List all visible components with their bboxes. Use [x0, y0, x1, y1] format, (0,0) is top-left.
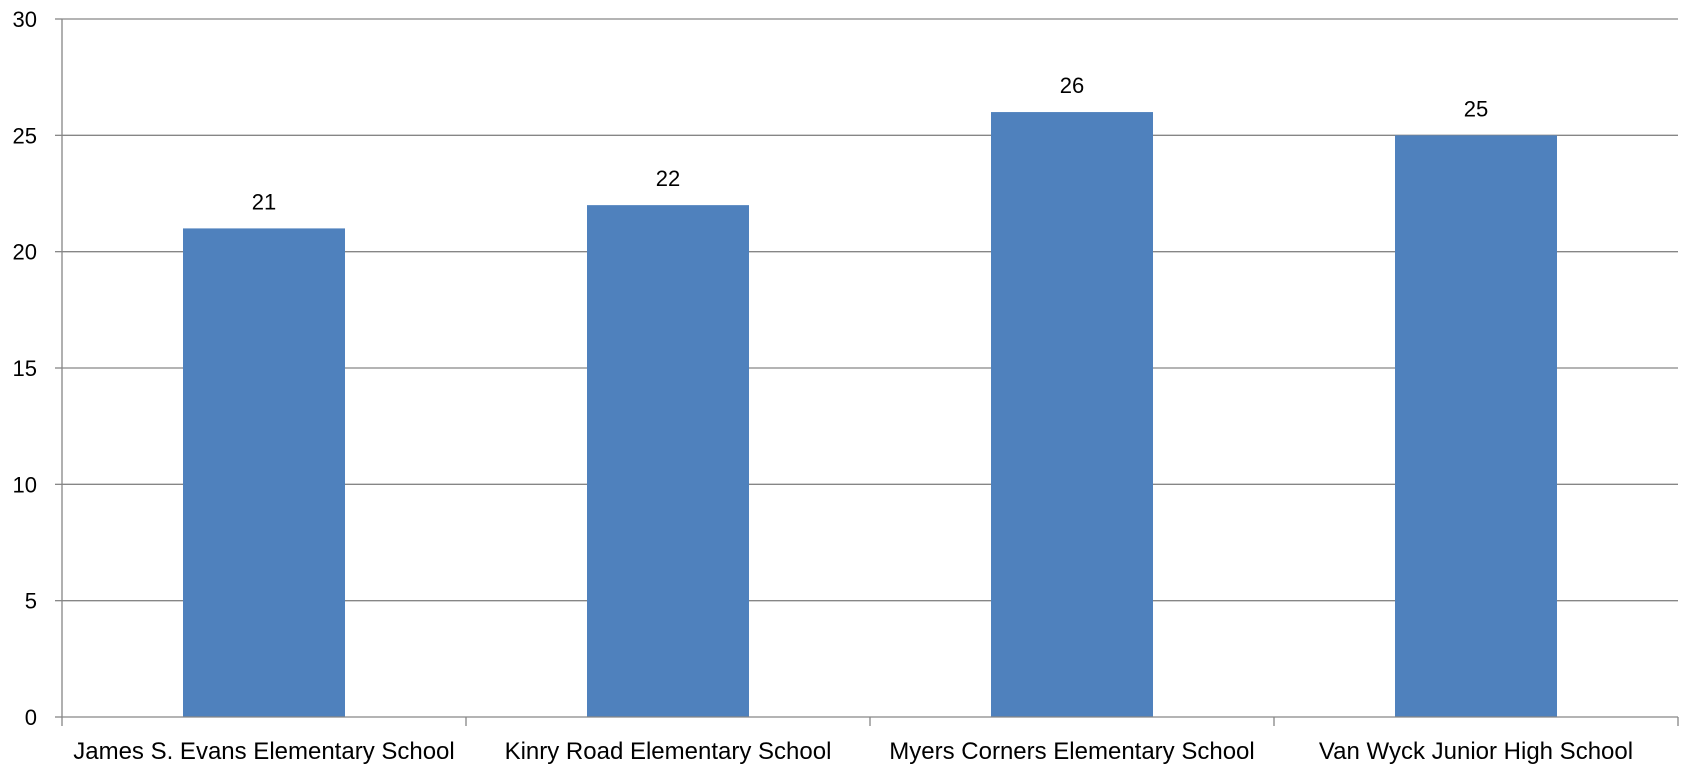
x-tick-label: Myers Corners Elementary School: [889, 738, 1254, 765]
y-tick-label: 30: [13, 7, 37, 32]
y-tick-label: 10: [13, 472, 37, 497]
y-tick-label: 0: [25, 705, 37, 730]
data-label: 26: [1060, 73, 1084, 98]
bar-4: [1395, 135, 1557, 718]
bar-1: [183, 228, 345, 717]
data-label: 25: [1464, 96, 1488, 121]
x-tick-label: Van Wyck Junior High School: [1319, 738, 1633, 765]
x-tick-label: Kinry Road Elementary School: [505, 738, 832, 765]
labels: 0 5 10 15 20 25 30 21 James S. Evans Elementary …: [13, 7, 1634, 765]
bars: [183, 112, 1557, 718]
axes: [55, 18, 1679, 726]
bar-3: [991, 112, 1153, 718]
y-tick-label: 25: [13, 123, 37, 148]
bar-2: [587, 205, 749, 717]
y-tick-label: 20: [13, 240, 37, 265]
data-label: 21: [252, 189, 276, 214]
y-tick-label: 15: [13, 356, 37, 381]
x-tick-label: James S. Evans Elementary School: [73, 738, 455, 765]
data-label: 22: [656, 166, 680, 191]
y-tick-label: 5: [25, 589, 37, 614]
